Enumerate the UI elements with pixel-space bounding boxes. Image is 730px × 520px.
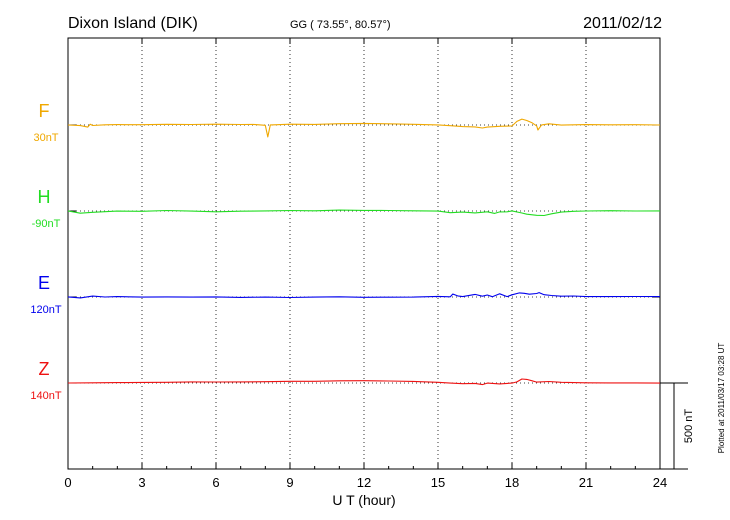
series-offset-h: -90nT xyxy=(32,218,61,230)
series-name-h: H xyxy=(38,187,51,207)
station-coordinates: GG ( 73.55°, 80.57°) xyxy=(290,19,391,31)
series-group xyxy=(67,118,661,386)
x-tick-label: 18 xyxy=(505,475,519,490)
x-tick-label: 3 xyxy=(138,475,145,490)
x-tick-label: 15 xyxy=(431,475,445,490)
series-name-e: E xyxy=(38,273,50,293)
series-line-z xyxy=(67,378,661,386)
x-tick-label: 0 xyxy=(64,475,71,490)
date-label: 2011/02/12 xyxy=(583,15,662,32)
plotted-timestamp: Plotted at 2011/03/17 03:28 UT xyxy=(717,343,726,454)
x-tick-label: 6 xyxy=(212,475,219,490)
series-labels: F 30nT H -90nT E 120nT Z 140nT xyxy=(30,101,61,402)
x-tick-label: 9 xyxy=(286,475,293,490)
series-line-e xyxy=(67,292,661,299)
x-axis: 0 3 6 9 12 15 18 21 24 xyxy=(64,38,667,490)
series-offset-e: 120nT xyxy=(30,304,61,316)
series-line-f xyxy=(67,118,661,138)
series-offset-f: 30nT xyxy=(33,132,58,144)
series-name-f: F xyxy=(39,101,50,121)
series-name-z: Z xyxy=(39,359,50,379)
x-axis-label: U T (hour) xyxy=(332,492,395,508)
x-tick-label: 21 xyxy=(579,475,593,490)
series-offset-z: 140nT xyxy=(30,390,61,402)
x-tick-label: 12 xyxy=(357,475,371,490)
x-tick-label: 24 xyxy=(653,475,667,490)
station-title: Dixon Island (DIK) xyxy=(68,15,198,32)
grid-lines xyxy=(141,38,587,469)
series-line-h xyxy=(67,209,661,217)
scale-bar-label: 500 nT xyxy=(683,409,695,444)
scale-bar: 500 nT xyxy=(660,382,695,470)
